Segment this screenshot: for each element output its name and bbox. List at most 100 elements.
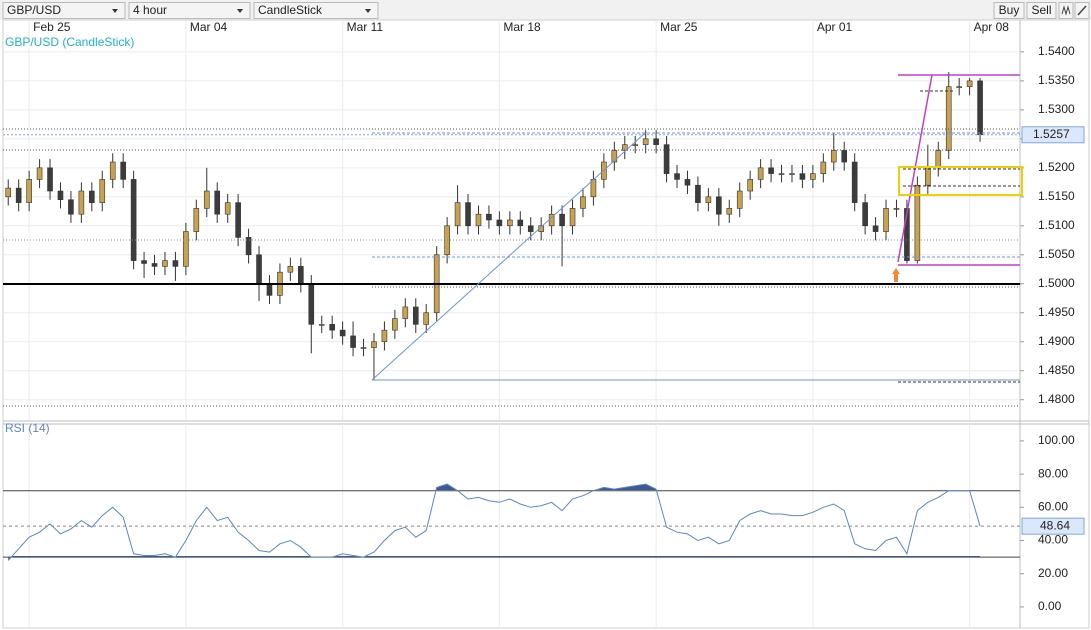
candle-body: [78, 190, 85, 215]
candle-body: [904, 208, 910, 261]
candle-body: [935, 150, 942, 169]
candle-body: [318, 324, 325, 326]
candle-body: [183, 231, 189, 267]
candle-body: [287, 266, 294, 273]
candle-body: [883, 208, 889, 232]
dropdown-arrow: [365, 9, 371, 13]
candle-body: [747, 179, 753, 192]
rsi-oversold-fill: [8, 556, 981, 561]
candle-body: [580, 196, 586, 209]
sell-label: Sell: [1031, 3, 1051, 17]
candle-body: [120, 161, 126, 180]
candle-body: [89, 190, 95, 203]
candle-body: [590, 179, 597, 198]
candle-body: [945, 86, 952, 151]
candle-body: [141, 260, 147, 264]
x-tick-label: Apr 01: [817, 20, 853, 34]
x-tick-label: Mar 25: [660, 20, 698, 34]
candle-body: [893, 208, 900, 210]
candle-body: [768, 167, 774, 174]
candle-body: [663, 144, 670, 174]
candle-body: [653, 138, 659, 145]
y-tick-label: 100.00: [1038, 433, 1075, 447]
candle-body: [130, 179, 137, 261]
candle-body: [381, 329, 388, 343]
y-tick-label: 1.5050: [1038, 247, 1075, 261]
y-tick-label: 1.5100: [1038, 218, 1075, 232]
symbol-text: GBP/USD: [7, 3, 61, 17]
y-tick-label: 1.4900: [1038, 334, 1075, 348]
candle-body: [778, 173, 785, 175]
candle-body: [47, 167, 53, 192]
candle-body: [486, 213, 492, 221]
candle-body: [329, 324, 335, 331]
candle-body: [517, 219, 524, 227]
y-tick-label: 60.00: [1038, 499, 1068, 513]
candle-body: [872, 225, 879, 232]
candle-body: [820, 161, 827, 174]
interval-select[interactable]: [128, 2, 251, 19]
candle-body: [350, 335, 356, 348]
style-select[interactable]: [253, 2, 379, 19]
candle-body: [15, 187, 22, 203]
y-tick-label: 1.5200: [1038, 160, 1075, 174]
buy-button[interactable]: [993, 2, 1025, 19]
candle-body: [57, 190, 64, 201]
candle-body: [224, 202, 231, 215]
candle-body: [245, 237, 252, 256]
x-tick-label: Mar 18: [503, 20, 541, 34]
candle-body: [569, 208, 576, 227]
candle-body: [716, 196, 722, 215]
x-tick-label: Mar 11: [347, 20, 384, 34]
candle-body: [266, 283, 273, 296]
y-tick-label: 1.4850: [1038, 363, 1075, 377]
y-tick-label: 1.5150: [1038, 189, 1075, 203]
candle-body: [507, 219, 513, 227]
buy-label: Buy: [999, 3, 1020, 17]
candle-body: [789, 173, 795, 175]
candle-body: [26, 179, 32, 203]
interval-text: 4 hour: [133, 3, 167, 17]
candle-body: [956, 86, 962, 88]
candle-body: [705, 196, 712, 203]
candle-body: [632, 144, 639, 146]
candle-body: [339, 329, 346, 337]
x-tick-label: Mar 04: [190, 20, 228, 34]
y-tick-label: 1.4950: [1038, 305, 1075, 319]
candle-body: [757, 167, 764, 180]
candle-body: [475, 213, 482, 227]
candle-body: [162, 260, 168, 267]
candle-body: [203, 190, 210, 209]
y-tick-label: 1.4800: [1038, 392, 1075, 406]
candle-body: [423, 312, 430, 325]
highlight-box: [898, 166, 1023, 196]
candle-body: [99, 179, 106, 203]
candle-body: [966, 80, 973, 87]
y-tick-label: 1.5400: [1038, 44, 1075, 58]
x-tick-label: Apr 08: [974, 20, 1010, 34]
candle-body: [298, 266, 304, 285]
candle-body: [841, 150, 848, 163]
y-tick-label: 1.5300: [1038, 102, 1075, 116]
candle-body: [256, 254, 262, 285]
candle-body: [214, 190, 221, 215]
dropdown-arrow: [112, 9, 118, 13]
y-tick-label: 80.00: [1038, 466, 1068, 480]
sell-button[interactable]: [1026, 2, 1057, 19]
candle-body: [726, 208, 733, 215]
indicator-button[interactable]: [1058, 2, 1074, 19]
candle-body: [360, 347, 367, 349]
candle-body: [684, 179, 691, 186]
candle-body: [109, 161, 116, 180]
y-tick-label: 1.5350: [1038, 73, 1075, 87]
candle-body: [527, 225, 534, 232]
candle-body: [172, 260, 179, 267]
candle-body: [193, 208, 200, 232]
candle-body: [799, 173, 806, 180]
symbol-select[interactable]: [2, 2, 126, 19]
candle-body: [914, 184, 921, 261]
candle-body: [454, 202, 461, 227]
candle-body: [559, 213, 565, 227]
last-price-label: 1.5257: [1033, 127, 1070, 141]
candle-body: [810, 173, 816, 180]
